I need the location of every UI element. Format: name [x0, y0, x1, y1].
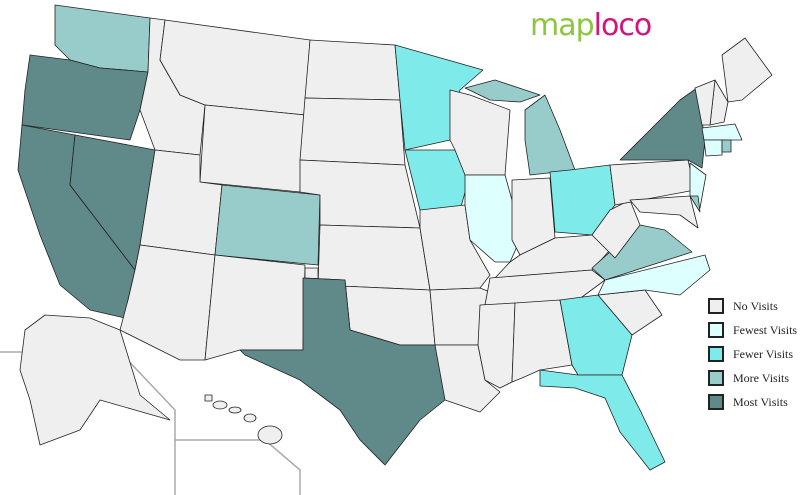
state-hi[interactable] [204, 394, 213, 402]
legend-item-more: More Visits [708, 366, 797, 390]
logo-map: map [530, 8, 595, 43]
state-nc[interactable] [597, 254, 711, 296]
state-nd[interactable] [304, 39, 401, 101]
state-ny[interactable] [619, 87, 706, 169]
legend-item-most: Most Visits [708, 390, 797, 414]
maploco-logo: maploco [530, 8, 653, 43]
state-nm[interactable] [204, 254, 306, 361]
state-ma[interactable] [701, 123, 743, 141]
state-wv[interactable] [591, 199, 641, 259]
legend: No Visits Fewest Visits Fewer Visits Mor… [708, 294, 797, 414]
state-de[interactable] [689, 195, 701, 213]
logo-loco: loco [593, 8, 653, 43]
state-fl[interactable] [539, 369, 666, 471]
legend-label: Fewer Visits [733, 346, 794, 361]
legend-label: More Visits [733, 370, 790, 385]
hawaii-inset-border [175, 439, 301, 495]
hawaii-island[interactable] [243, 413, 257, 423]
legend-swatch [708, 298, 724, 314]
legend-item-fewest: Fewest Visits [708, 318, 797, 342]
state-tx[interactable] [239, 277, 446, 466]
hawaii-island[interactable] [228, 406, 242, 414]
hawaii-island[interactable] [257, 425, 283, 445]
state-ri[interactable] [721, 139, 732, 153]
state-ct[interactable] [703, 139, 723, 157]
state-sd[interactable] [299, 97, 406, 166]
state-me[interactable] [721, 37, 773, 103]
state-wy[interactable] [199, 104, 306, 193]
state-tn[interactable] [484, 269, 606, 306]
legend-label: Most Visits [733, 394, 788, 409]
legend-swatch [708, 322, 724, 338]
legend-label: Fewest Visits [733, 322, 798, 337]
hawaii-island[interactable] [212, 400, 228, 410]
legend-label: No Visits [733, 298, 778, 313]
state-co[interactable] [214, 184, 321, 266]
state-mi[interactable] [464, 79, 541, 103]
legend-item-none: No Visits [708, 294, 797, 318]
legend-swatch [708, 394, 724, 410]
state-vt[interactable] [694, 79, 716, 126]
legend-item-fewer: Fewer Visits [708, 342, 797, 366]
state-ak[interactable] [19, 314, 171, 446]
legend-swatch [708, 370, 724, 386]
state-mi[interactable] [524, 94, 576, 176]
state-md[interactable] [629, 195, 699, 229]
legend-swatch [708, 346, 724, 362]
